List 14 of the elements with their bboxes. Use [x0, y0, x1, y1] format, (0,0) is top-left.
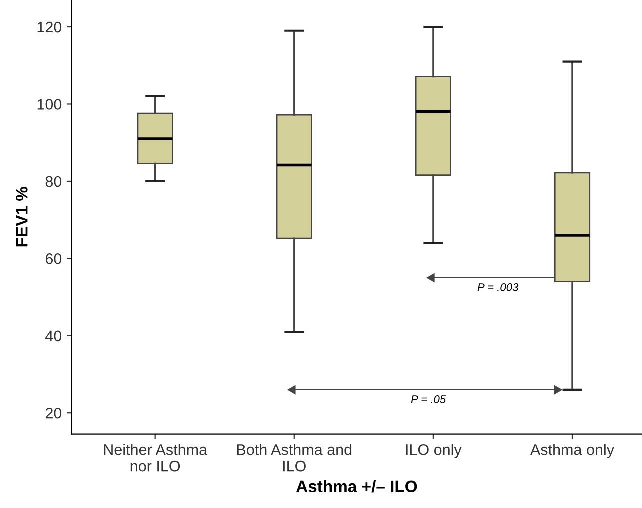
- x-axis-title: Asthma +/– ILO: [296, 480, 418, 493]
- x-tick-label: Asthma only: [530, 444, 614, 458]
- annotation: P = .05: [411, 396, 446, 404]
- x-tick-label: Both Asthma and ILO: [237, 444, 352, 472]
- y-tick-label: 60: [46, 254, 62, 264]
- y-axis-title: FEV1 %: [16, 187, 28, 247]
- y-tick-label: 80: [46, 176, 62, 188]
- y-tick-label: 100: [38, 99, 62, 110]
- y-tick-label: 40: [46, 330, 62, 342]
- annotation: P = .003: [478, 283, 519, 292]
- y-tick-label: 120: [38, 22, 62, 33]
- x-tick-label: Neither Asthma nor ILO: [104, 444, 208, 472]
- y-tick-label: 20: [46, 408, 62, 419]
- x-tick-label: ILO only: [406, 444, 462, 458]
